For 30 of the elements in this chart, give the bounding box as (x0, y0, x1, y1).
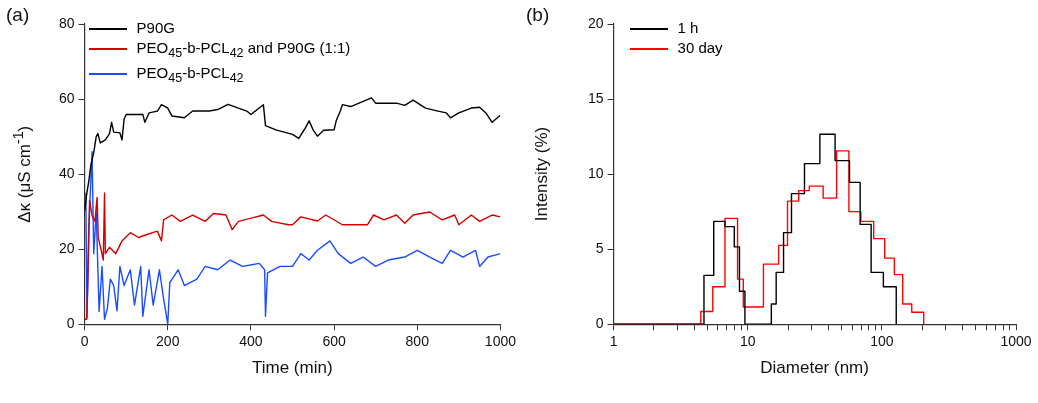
y-tick-label: 80 (58, 14, 75, 31)
x-tick-label: 1000 (484, 333, 517, 350)
y-tick-label: 60 (58, 89, 75, 106)
legend-label: P90G (136, 19, 175, 36)
chart-title: (a) (6, 4, 30, 26)
chart-title: (b) (526, 4, 550, 26)
y-tick-label: 20 (58, 240, 75, 257)
x-tick-label: 1 (609, 333, 618, 350)
legend-label: PEO$_{45}$-b-PCL$_{42}$ and P90G (1:1) (136, 39, 351, 60)
legend-label: 1 h (677, 19, 699, 36)
x-tick-label: 10 (739, 333, 756, 350)
y-tick-label: 0 (66, 315, 75, 332)
legend-label: PEO$_{45}$-b-PCL$_{42}$ (136, 64, 244, 85)
y-tick-label: 0 (595, 315, 604, 332)
y-tick-label: 5 (595, 240, 604, 257)
x-tick-label: 1000 (1000, 333, 1032, 350)
x-tick-label: 400 (239, 333, 263, 350)
x-tick-label: 200 (156, 333, 180, 350)
x-tick-label: 0 (80, 333, 89, 350)
x-tick-label: 100 (870, 333, 894, 350)
x-axis-title: Diameter (nm) (760, 358, 869, 379)
x-tick-label: 600 (322, 333, 346, 350)
y-tick-label: 10 (587, 164, 604, 181)
y-tick-label: 15 (587, 89, 604, 106)
x-tick-label: 800 (405, 333, 430, 350)
x-axis-title: Time (min) (252, 358, 333, 379)
y-axis-title: Intensity (%) (532, 126, 553, 222)
y-tick-label: 40 (58, 164, 75, 181)
legend-label: 30 day (677, 39, 723, 56)
y-tick-label: 20 (587, 14, 604, 31)
